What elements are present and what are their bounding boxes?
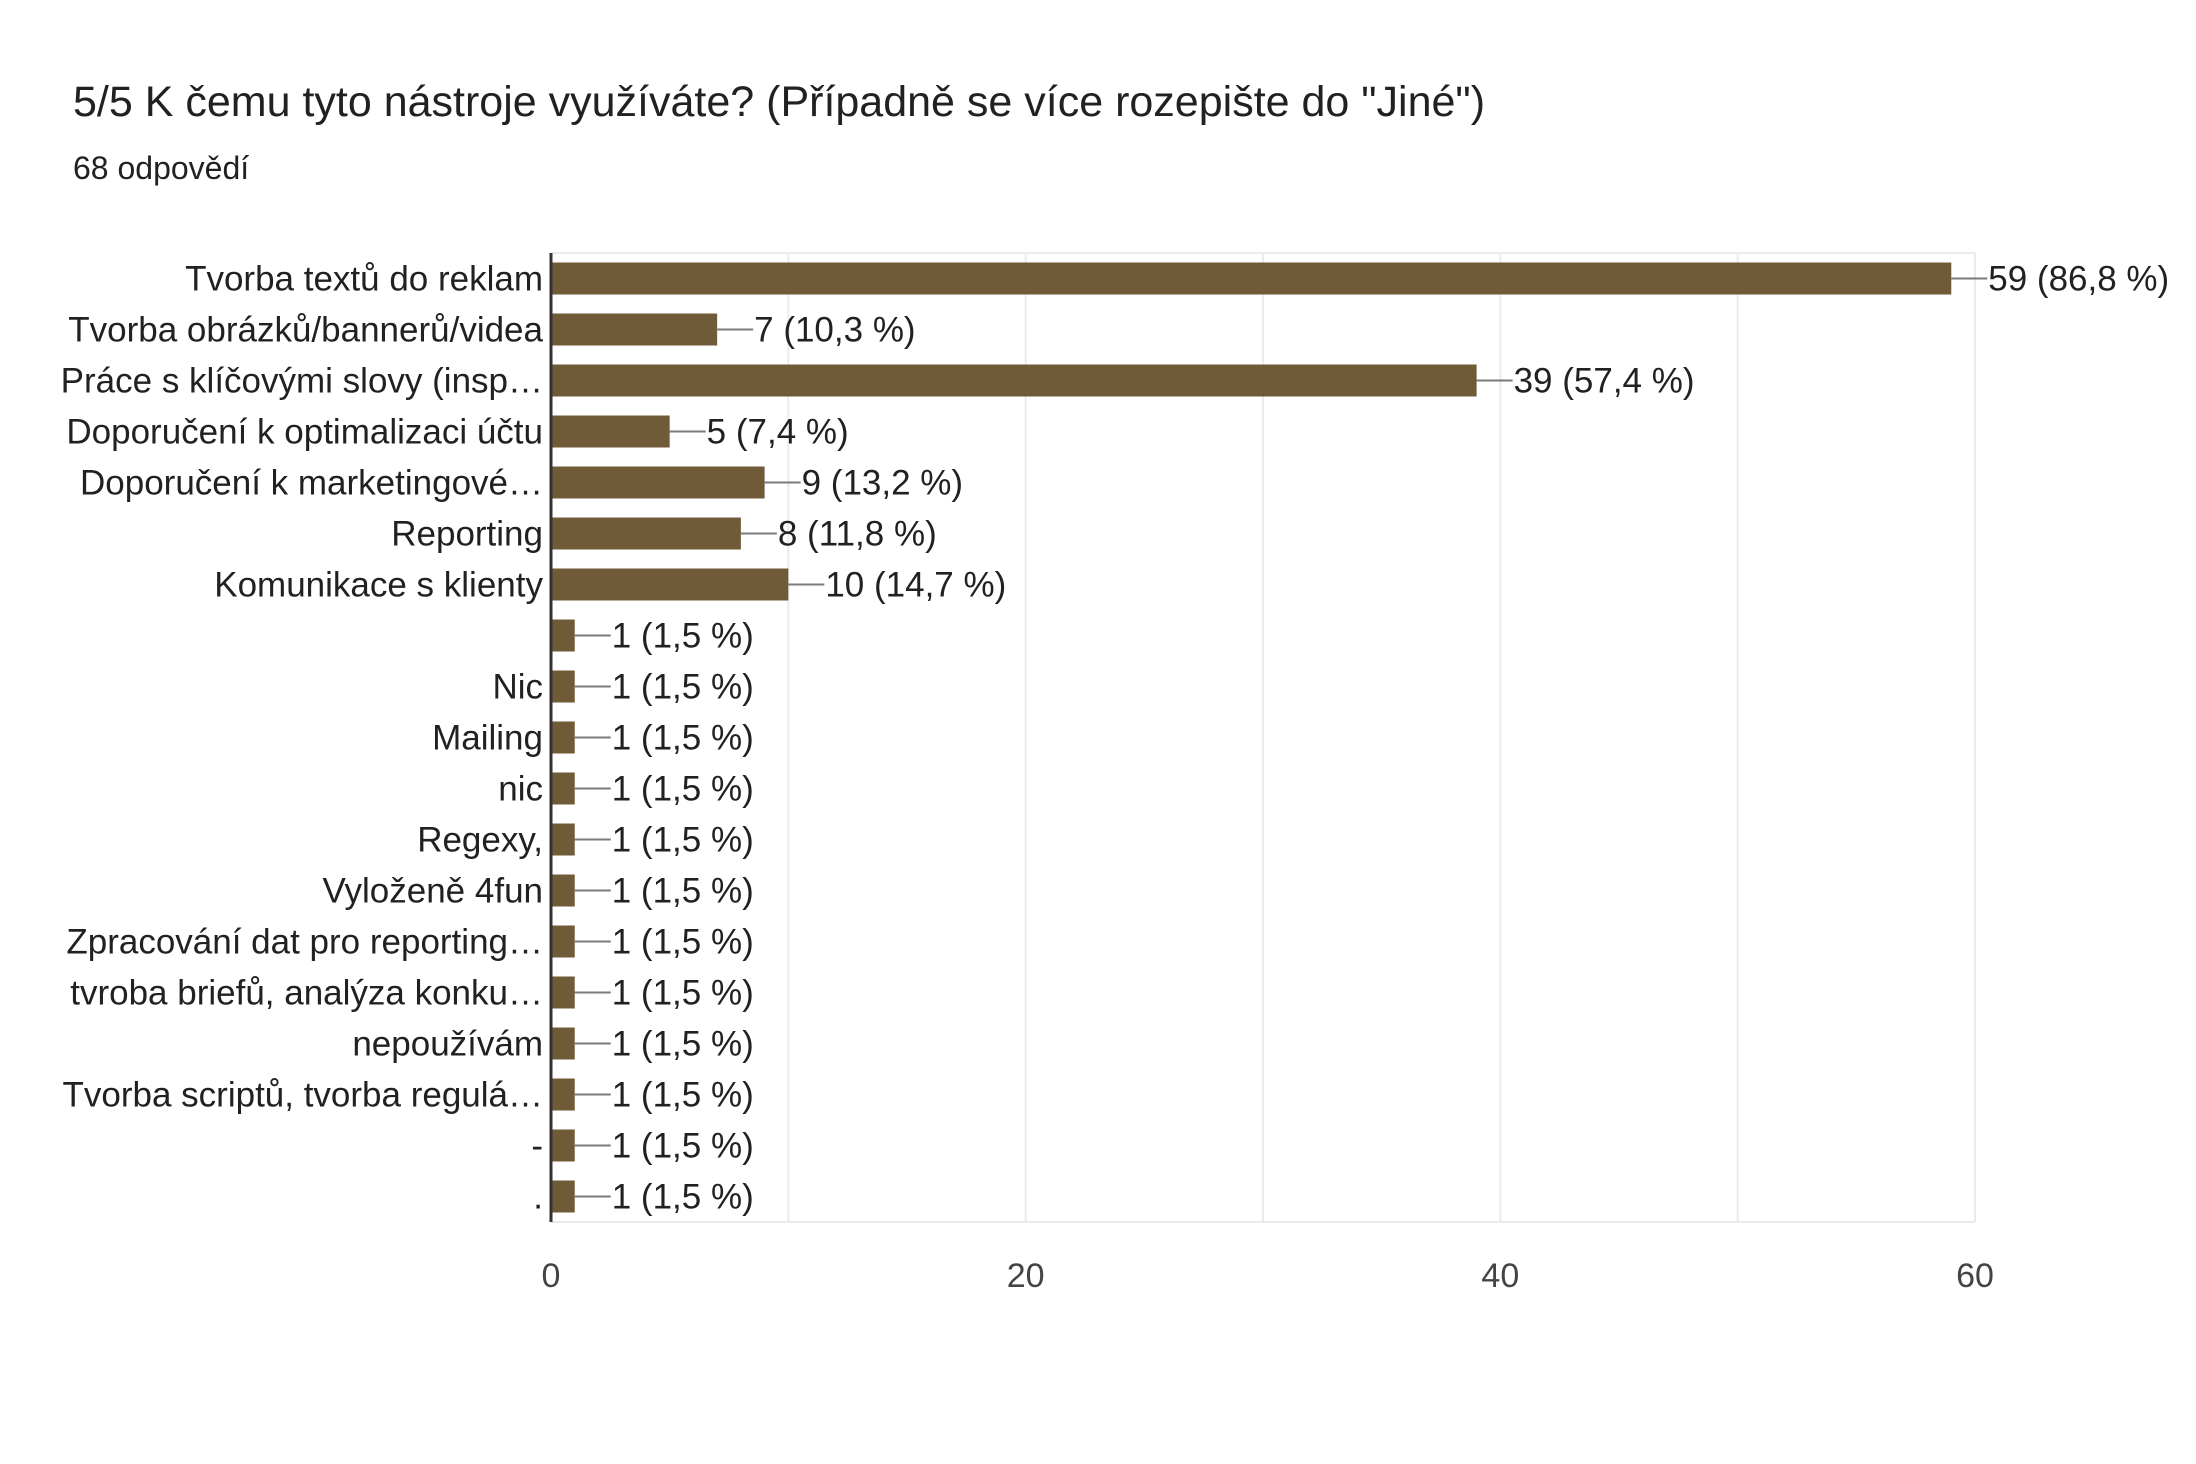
data-label: 1 (1,5 %)	[612, 770, 754, 809]
x-tick-label: 20	[1007, 1257, 1045, 1295]
category-label: Mailing	[432, 719, 543, 758]
data-label: 1 (1,5 %)	[612, 1025, 754, 1064]
axes: 0 20 40 60	[542, 253, 1994, 1295]
data-label: 1 (1,5 %)	[612, 821, 754, 860]
x-tick-label: 0	[542, 1257, 561, 1295]
bar	[551, 976, 575, 1009]
bar	[551, 415, 670, 448]
category-label: tvroba briefů, analýza konku…	[70, 974, 543, 1013]
category-label: Vyloženě 4fun	[322, 872, 543, 911]
data-label: 8 (11,8 %)	[778, 515, 937, 554]
data-label: 10 (14,7 %)	[825, 566, 1006, 605]
category-label: .	[533, 1178, 543, 1217]
data-label: 1 (1,5 %)	[612, 1127, 754, 1166]
bar	[551, 670, 575, 703]
category-label: Tvorba obrázků/bannerů/videa	[68, 311, 543, 350]
bar	[551, 517, 741, 550]
bar	[551, 721, 575, 754]
category-label: Nic	[492, 668, 543, 707]
bar	[551, 466, 765, 499]
bar	[551, 568, 789, 601]
data-label: 1 (1,5 %)	[612, 617, 754, 656]
category-label: Doporučení k optimalizaci účtu	[66, 413, 543, 452]
category-label: Tvorba textů do reklam	[185, 260, 543, 299]
bar	[551, 823, 575, 856]
bar	[551, 313, 718, 346]
data-label: 7 (10,3 %)	[754, 311, 915, 350]
bar	[551, 874, 575, 907]
data-label: 1 (1,5 %)	[612, 923, 754, 962]
bars	[551, 262, 1952, 1213]
category-label: Regexy,	[417, 821, 543, 860]
data-label: 1 (1,5 %)	[612, 1178, 754, 1217]
data-label: 1 (1,5 %)	[612, 872, 754, 911]
category-label: -	[531, 1127, 543, 1166]
bar	[551, 1027, 575, 1060]
category-label: Tvorba scriptů, tvorba regulá…	[63, 1076, 543, 1115]
data-label: 9 (13,2 %)	[802, 464, 963, 503]
data-label: 1 (1,5 %)	[612, 719, 754, 758]
data-label: 5 (7,4 %)	[707, 413, 849, 452]
category-label: Reporting	[391, 515, 543, 554]
category-label: Doporučení k marketingové…	[80, 464, 543, 503]
bar	[551, 772, 575, 805]
bar	[551, 1078, 575, 1111]
data-label: 39 (57,4 %)	[1514, 362, 1695, 401]
bar	[551, 925, 575, 958]
gridlines	[551, 252, 1976, 1223]
response-count: 68 odpovědí	[73, 150, 250, 186]
category-label: nepoužívám	[352, 1025, 543, 1064]
data-label: 59 (86,8 %)	[1988, 260, 2169, 299]
bar	[551, 1129, 575, 1162]
bar	[551, 1180, 575, 1213]
category-label: nic	[498, 770, 543, 809]
category-label: Komunikace s klienty	[214, 566, 543, 605]
category-label: Práce s klíčovými slovy (insp…	[61, 362, 543, 401]
labels: 59 (86,8 %) Tvorba textů do reklam 7 (10,3…	[61, 260, 2170, 1217]
bar	[551, 262, 1952, 295]
bar	[551, 364, 1477, 397]
x-tick-label: 60	[1956, 1257, 1994, 1295]
category-label: Zpracování dat pro reporting…	[66, 923, 543, 962]
data-label: 1 (1,5 %)	[612, 1076, 754, 1115]
data-label: 1 (1,5 %)	[612, 668, 754, 707]
data-label: 1 (1,5 %)	[612, 974, 754, 1013]
x-tick-label: 40	[1481, 1257, 1519, 1295]
chart-title: 5/5 K čemu tyto nástroje využíváte? (Pří…	[73, 78, 1486, 126]
bar	[551, 619, 575, 652]
